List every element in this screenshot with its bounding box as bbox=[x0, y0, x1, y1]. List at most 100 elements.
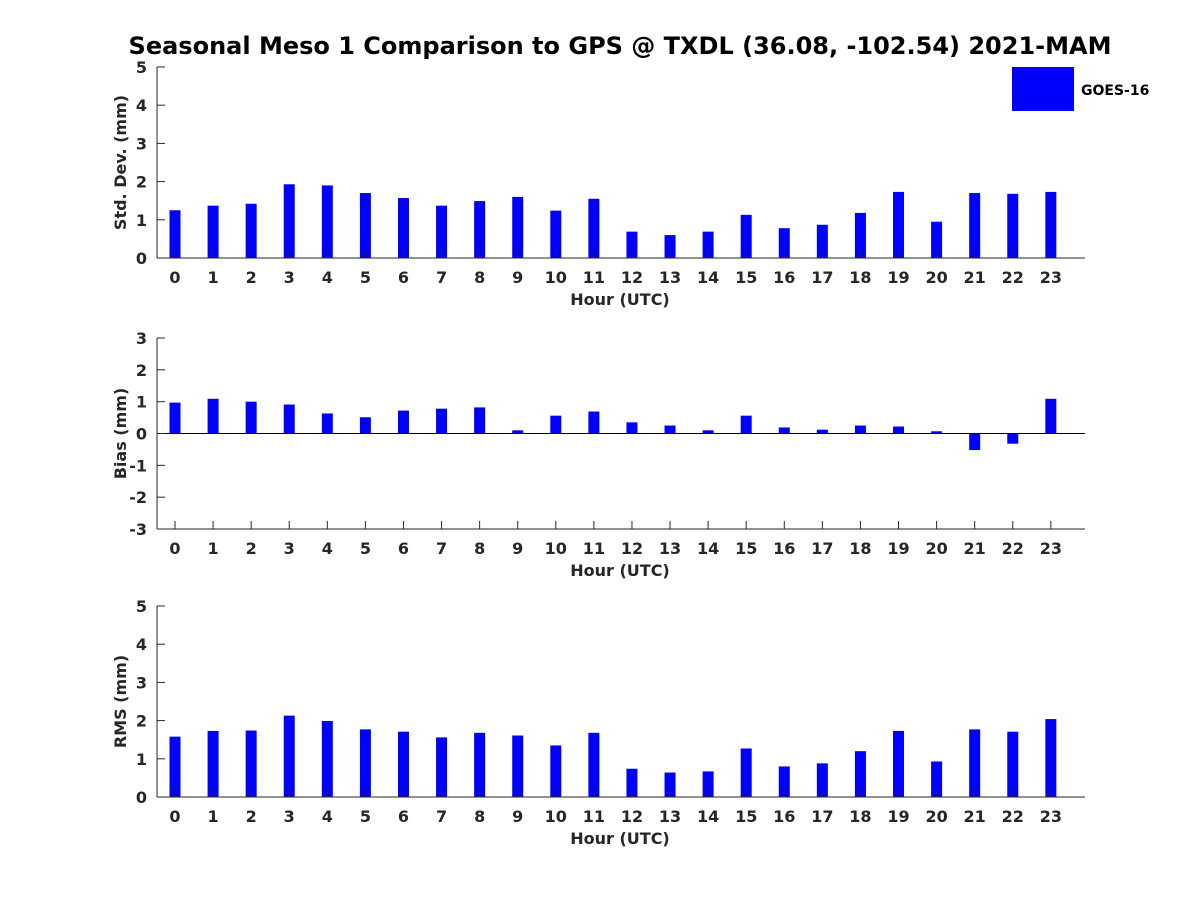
bar-std-19 bbox=[893, 191, 905, 258]
x-tick-label: 7 bbox=[436, 539, 447, 558]
bar-bias-6 bbox=[397, 410, 409, 434]
bar-std-13 bbox=[664, 235, 676, 258]
bar-rms-16 bbox=[778, 766, 790, 797]
bar-rms-12 bbox=[626, 768, 638, 797]
bar-rms-23 bbox=[1045, 719, 1057, 797]
bar-rms-19 bbox=[893, 730, 905, 797]
bar-bias-12 bbox=[626, 422, 638, 434]
bar-std-18 bbox=[854, 212, 866, 258]
x-tick-label: 14 bbox=[697, 268, 719, 287]
y-axis-label: RMS (mm) bbox=[111, 655, 130, 748]
x-tick-label: 18 bbox=[849, 268, 871, 287]
bar-std-0 bbox=[169, 210, 181, 258]
bar-bias-15 bbox=[740, 415, 752, 434]
bar-rms-5 bbox=[359, 729, 371, 797]
bar-bias-2 bbox=[245, 401, 257, 434]
bar-rms-21 bbox=[969, 729, 981, 797]
x-tick-label: 21 bbox=[964, 807, 986, 826]
x-tick-label: 1 bbox=[208, 268, 219, 287]
x-tick-label: 4 bbox=[322, 539, 333, 558]
x-tick-label: 2 bbox=[246, 268, 257, 287]
x-axis-label: Hour (UTC) bbox=[570, 290, 670, 309]
y-tick-label: 5 bbox=[136, 597, 147, 616]
x-tick-label: 0 bbox=[169, 268, 180, 287]
x-tick-label: 16 bbox=[773, 807, 795, 826]
bar-rms-3 bbox=[283, 715, 295, 797]
x-tick-label: 17 bbox=[811, 539, 833, 558]
x-tick-label: 10 bbox=[545, 807, 567, 826]
bar-rms-15 bbox=[740, 748, 752, 797]
x-tick-label: 5 bbox=[360, 268, 371, 287]
x-tick-label: 15 bbox=[735, 268, 757, 287]
bar-std-1 bbox=[207, 205, 219, 258]
bar-bias-3 bbox=[283, 404, 295, 434]
x-tick-label: 7 bbox=[436, 807, 447, 826]
y-tick-label: 5 bbox=[136, 58, 147, 77]
x-tick-label: 2 bbox=[246, 807, 257, 826]
x-tick-label: 13 bbox=[659, 807, 681, 826]
bar-bias-21 bbox=[969, 433, 981, 451]
bar-std-12 bbox=[626, 231, 638, 258]
bar-std-2 bbox=[245, 203, 257, 258]
x-tick-label: 19 bbox=[887, 539, 909, 558]
bar-bias-1 bbox=[207, 398, 219, 434]
bar-std-17 bbox=[816, 224, 828, 258]
x-tick-label: 3 bbox=[284, 268, 295, 287]
y-axis-label: Bias (mm) bbox=[111, 388, 130, 480]
legend: GOES-16 bbox=[1012, 67, 1149, 111]
bar-bias-0 bbox=[169, 402, 181, 434]
bar-rms-22 bbox=[1007, 731, 1019, 797]
x-tick-label: 4 bbox=[322, 807, 333, 826]
bar-std-11 bbox=[588, 198, 600, 258]
x-tick-label: 15 bbox=[735, 807, 757, 826]
x-tick-label: 3 bbox=[284, 539, 295, 558]
x-tick-label: 22 bbox=[1002, 268, 1024, 287]
bar-bias-18 bbox=[854, 425, 866, 434]
bar-rms-13 bbox=[664, 772, 676, 797]
bar-rms-0 bbox=[169, 736, 181, 797]
x-tick-label: 20 bbox=[925, 539, 947, 558]
x-tick-label: 12 bbox=[621, 807, 643, 826]
x-tick-label: 3 bbox=[284, 807, 295, 826]
x-tick-label: 6 bbox=[398, 807, 409, 826]
x-tick-label: 20 bbox=[925, 807, 947, 826]
y-tick-label: 3 bbox=[136, 134, 147, 153]
x-tick-label: 8 bbox=[474, 539, 485, 558]
y-tick-label: -1 bbox=[129, 456, 147, 475]
bar-rms-20 bbox=[931, 761, 943, 797]
x-tick-label: 22 bbox=[1002, 807, 1024, 826]
bar-bias-17 bbox=[816, 429, 828, 434]
x-tick-label: 0 bbox=[169, 807, 180, 826]
legend-label: GOES-16 bbox=[1081, 83, 1149, 99]
x-tick-label: 11 bbox=[583, 539, 605, 558]
bar-std-7 bbox=[436, 205, 448, 258]
x-tick-label: 12 bbox=[621, 539, 643, 558]
x-tick-label: 20 bbox=[925, 268, 947, 287]
x-tick-label: 9 bbox=[512, 539, 523, 558]
y-tick-label: 4 bbox=[136, 96, 147, 115]
bar-std-16 bbox=[778, 228, 790, 258]
x-tick-label: 23 bbox=[1040, 539, 1062, 558]
x-tick-label: 11 bbox=[583, 268, 605, 287]
y-tick-label: 1 bbox=[136, 211, 147, 230]
x-tick-label: 14 bbox=[697, 807, 719, 826]
y-tick-label: -3 bbox=[129, 520, 147, 539]
bar-bias-7 bbox=[436, 408, 448, 434]
x-tick-label: 9 bbox=[512, 807, 523, 826]
bar-std-5 bbox=[359, 193, 371, 258]
bar-rms-18 bbox=[854, 751, 866, 797]
bar-std-8 bbox=[474, 201, 486, 258]
x-tick-label: 17 bbox=[811, 807, 833, 826]
bar-bias-4 bbox=[321, 413, 333, 434]
bar-std-9 bbox=[512, 196, 524, 258]
x-tick-label: 0 bbox=[169, 539, 180, 558]
x-tick-label: 23 bbox=[1040, 807, 1062, 826]
bar-rms-7 bbox=[436, 737, 448, 797]
bar-rms-9 bbox=[512, 735, 524, 797]
y-axis-label: Std. Dev. (mm) bbox=[111, 95, 130, 230]
bar-std-21 bbox=[969, 193, 981, 258]
y-tick-label: 2 bbox=[136, 173, 147, 192]
x-tick-label: 6 bbox=[398, 268, 409, 287]
